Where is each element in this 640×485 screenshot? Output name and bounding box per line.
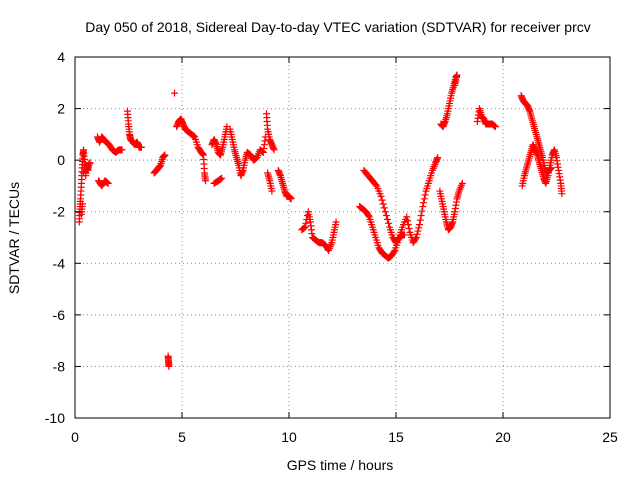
y-axis-label: SDTVAR / TECUs [6, 182, 22, 294]
y-tick-label: -10 [45, 410, 65, 426]
x-tick-label: 15 [388, 429, 404, 445]
data-point-marker [415, 224, 423, 232]
data-point-marker [458, 179, 466, 187]
data-point-marker [412, 234, 420, 241]
y-tick-label: 4 [57, 49, 65, 65]
data-point-marker [451, 81, 459, 89]
data-point-marker [104, 179, 112, 187]
x-tick-label: 0 [71, 429, 79, 445]
data-point-marker [416, 221, 424, 229]
data-point-marker [217, 175, 225, 183]
x-tick-label: 20 [495, 429, 511, 445]
data-point-marker [202, 177, 210, 185]
data-point-marker [80, 169, 88, 177]
y-tick-label: -4 [53, 255, 66, 271]
plot-frame [74, 56, 611, 419]
y-tick-label: 0 [57, 152, 65, 168]
data-point-marker [404, 221, 412, 229]
data-point-marker [420, 195, 428, 203]
data-point-marker [118, 146, 126, 154]
data-point-marker [421, 191, 429, 199]
x-tick-label: 10 [281, 429, 297, 445]
data-point-marker [137, 143, 145, 151]
y-tick-label: -6 [53, 307, 66, 323]
data-point-marker [218, 174, 226, 182]
data-point-marker [412, 235, 420, 243]
data-point-marker [382, 212, 390, 220]
data-point-marker [492, 123, 500, 131]
y-tick-label: -8 [53, 358, 66, 374]
data-point-marker [301, 223, 309, 231]
data-point-marker [268, 187, 276, 195]
data-point-marker [419, 203, 427, 211]
data-point-marker [270, 146, 278, 154]
data-point-marker [405, 224, 413, 232]
ticks-layer: 0 5 10 15 20 25 -10 -8 -6 -4 -2 0 2 4 [45, 49, 618, 445]
points-layer [75, 71, 566, 370]
data-point-marker [383, 215, 391, 223]
data-point-marker [416, 216, 424, 224]
data-point-marker [332, 218, 340, 226]
data-point-marker [380, 204, 388, 212]
x-tick-label: 25 [602, 429, 618, 445]
data-point-marker [558, 190, 566, 198]
data-point-marker [78, 200, 86, 208]
data-point-marker [161, 151, 169, 159]
data-point-marker [302, 219, 310, 227]
y-tick-label: -2 [53, 204, 66, 220]
data-point-marker [394, 235, 402, 243]
data-point-marker [417, 212, 425, 220]
data-point-marker [403, 213, 411, 221]
data-point-marker [103, 179, 111, 187]
data-point-marker [189, 132, 197, 140]
chart-title: Day 050 of 2018, Sidereal Day-to-day VTE… [85, 19, 591, 35]
data-point-marker [420, 199, 428, 207]
data-point-marker [259, 148, 267, 156]
data-point-marker [379, 200, 387, 208]
data-point-marker [414, 227, 422, 235]
data-point-marker [372, 181, 380, 189]
data-point-marker [390, 248, 398, 256]
data-point-marker [434, 154, 442, 162]
data-point-marker [299, 224, 307, 232]
data-point-marker [216, 175, 224, 183]
data-point-marker [190, 132, 198, 140]
data-point-marker [413, 230, 421, 238]
data-point-marker [418, 207, 426, 215]
data-point-marker [378, 196, 386, 204]
data-point-marker [364, 212, 372, 220]
data-point-marker [86, 159, 94, 167]
data-point-marker [385, 219, 393, 227]
data-point-marker [490, 121, 498, 129]
data-point-marker [381, 208, 389, 216]
data-point-marker [103, 178, 111, 186]
data-point-marker [165, 362, 173, 370]
y-tick-label: 2 [57, 101, 65, 117]
x-axis-label: GPS time / hours [287, 457, 394, 473]
data-point-marker [377, 192, 385, 200]
data-point-marker [171, 89, 179, 97]
data-point-marker [404, 217, 412, 225]
data-point-marker [300, 224, 308, 232]
x-tick-label: 5 [178, 429, 186, 445]
data-point-marker [491, 122, 499, 130]
data-point-marker [287, 195, 295, 203]
